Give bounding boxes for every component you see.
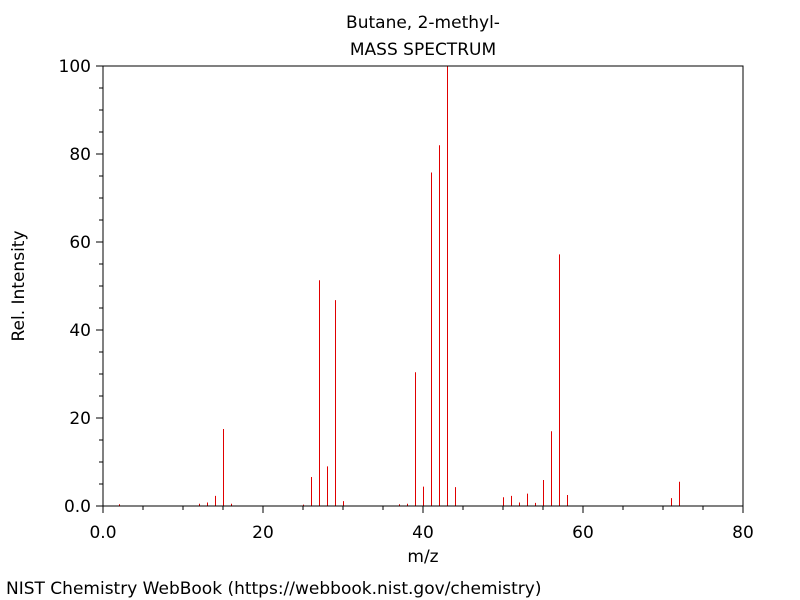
x-tick-label: 60 <box>572 523 594 543</box>
chart-subtitle: MASS SPECTRUM <box>350 40 496 60</box>
y-tick-label: 0.0 <box>64 497 91 517</box>
chart-title: Butane, 2-methyl- <box>346 13 500 33</box>
x-tick-label: 40 <box>412 523 434 543</box>
x-tick-label: 80 <box>732 523 754 543</box>
plot-frame <box>102 65 744 507</box>
x-axis-label: m/z <box>407 547 438 567</box>
y-axis-label: Rel. Intensity <box>9 230 29 341</box>
spectrum-peaks <box>119 66 680 506</box>
x-tick-label: 0.0 <box>89 523 116 543</box>
y-tick-label: 60 <box>69 233 91 253</box>
y-tick-label: 100 <box>59 57 91 77</box>
y-tick-label: 80 <box>69 145 91 165</box>
x-tick-label: 20 <box>252 523 274 543</box>
y-axis: 0.0 20 40 60 80 100 <box>59 57 103 517</box>
y-tick-label: 20 <box>69 409 91 429</box>
source-credit: NIST Chemistry WebBook (https://webbook.… <box>6 579 541 599</box>
y-tick-label: 40 <box>69 321 91 341</box>
x-axis: 0.0 20 40 60 80 <box>89 506 754 543</box>
